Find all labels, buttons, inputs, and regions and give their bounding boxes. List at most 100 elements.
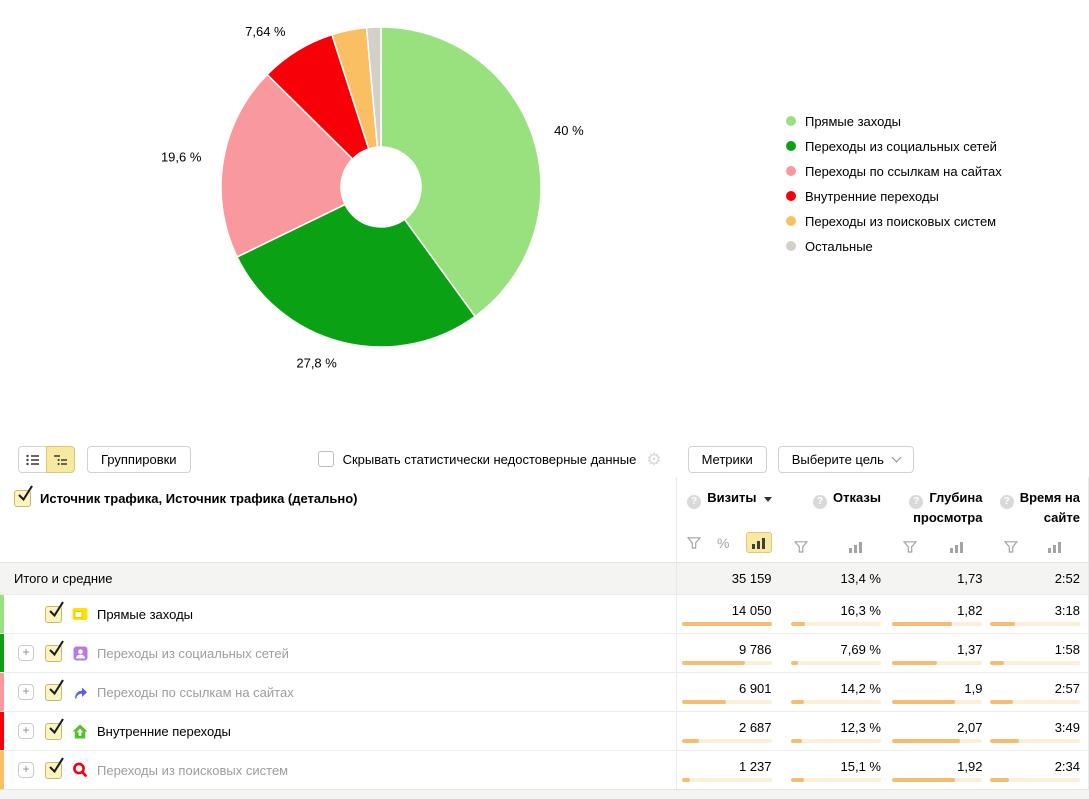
row-label[interactable]: Переходы по ссылкам на сайтах <box>97 684 294 700</box>
cell-bounces: 15,1 % <box>840 759 881 774</box>
pie-slice-label: 27,8 % <box>296 356 337 371</box>
cell-visits: 6 901 <box>738 681 772 696</box>
legend-label: Внутренние переходы <box>805 188 939 204</box>
legend-item[interactable]: Внутренние переходы <box>786 188 1002 204</box>
help-icon[interactable]: ? <box>813 495 828 509</box>
pie-slice[interactable] <box>365 26 382 148</box>
metric-bar <box>681 739 772 743</box>
bar-chart-icon[interactable] <box>1048 541 1061 553</box>
chevron-down-icon <box>891 452 902 463</box>
gear-icon[interactable]: ⚙ <box>646 450 662 469</box>
cell-time: 3:18 <box>1054 603 1080 618</box>
metric-bar <box>892 700 983 704</box>
column-title-visits[interactable]: ? Визиты <box>677 489 772 509</box>
column-title-depth[interactable]: ? Глубина просмотра <box>881 489 982 526</box>
bar-chart-icon[interactable] <box>848 541 862 553</box>
legend-dot <box>786 241 796 251</box>
filter-funnel-icon[interactable] <box>793 541 808 553</box>
expand-button[interactable]: + <box>18 684 34 700</box>
column-title-time[interactable]: ? Время на сайте <box>982 489 1080 526</box>
tree-view-button[interactable] <box>46 446 75 473</box>
help-icon[interactable]: ? <box>999 495 1014 509</box>
row-color-bar <box>0 712 4 750</box>
pie-slice[interactable] <box>380 26 542 318</box>
legend-item[interactable]: Переходы из социальных сетей <box>786 138 1002 154</box>
help-icon[interactable]: ? <box>687 495 702 509</box>
bar-chart-icon[interactable] <box>950 541 964 553</box>
dimension-header-cell: Источник трафика, Источник трафика (дета… <box>0 477 676 562</box>
filter-funnel-icon[interactable] <box>902 541 917 553</box>
tree-view-icon <box>54 454 67 465</box>
row-color-bar <box>0 634 4 672</box>
filter-funnel-icon[interactable] <box>687 536 701 549</box>
column-header-bounces: ? Отказы <box>772 477 881 562</box>
pie-slice[interactable] <box>236 203 477 348</box>
external-link-arrow-icon <box>72 684 88 700</box>
hide-unreliable-toggle[interactable]: Скрывать статистически недостоверные дан… <box>317 451 636 467</box>
pie-slice[interactable] <box>220 73 354 258</box>
social-person-icon <box>72 645 88 661</box>
column-header-time: ? Время на сайте <box>982 477 1080 562</box>
help-icon[interactable]: ? <box>909 495 924 509</box>
cell-depth: 2,07 <box>957 720 983 735</box>
expand-button[interactable]: + <box>18 723 34 739</box>
column-title-bounces[interactable]: ? Отказы <box>772 489 881 509</box>
column-header-visits: ? Визиты % <box>677 477 772 562</box>
metrics-button[interactable]: Метрики <box>687 446 767 473</box>
legend-dot <box>786 141 796 151</box>
metric-bar <box>681 622 772 626</box>
table-row-internal: + Внутренние переходы 2 687 12,3 % 2,07 … <box>0 711 1089 750</box>
table-row-social: + Переходы из социальных сетей 9 786 7,6… <box>0 633 1089 672</box>
metric-bar <box>990 622 1080 626</box>
cell-visits: 9 786 <box>738 642 772 657</box>
percent-icon[interactable]: % <box>717 534 730 551</box>
legend-item[interactable]: Переходы по ссылкам на сайтах <box>786 163 1002 179</box>
internal-home-icon <box>72 723 88 739</box>
filter-funnel-icon[interactable] <box>1004 541 1019 553</box>
table-row-links: + Переходы по ссылкам на сайтах 6 901 14… <box>0 672 1089 711</box>
legend-label: Переходы по ссылкам на сайтах <box>805 163 1002 179</box>
legend-item[interactable]: Остальные <box>786 239 1002 254</box>
row-label[interactable]: Прямые заходы <box>97 606 194 622</box>
select-all-checkbox[interactable] <box>14 485 33 507</box>
list-view-button[interactable] <box>18 446 47 473</box>
legend-item[interactable]: Прямые заходы <box>786 114 1002 129</box>
metric-bar <box>892 661 983 665</box>
row-checkbox[interactable] <box>45 756 64 779</box>
cell-time: 3:49 <box>1054 720 1080 735</box>
hide-unreliable-checkbox[interactable] <box>317 451 334 467</box>
dimension-header-title: Источник трафика, Источник трафика (дета… <box>40 491 358 506</box>
metric-bar <box>990 661 1080 665</box>
metric-bar <box>681 661 772 665</box>
row-checkbox[interactable] <box>45 678 64 701</box>
bar-chart-icon-active[interactable] <box>745 532 772 553</box>
traffic-sources-donut-chart[interactable]: 40 % 27,8 % 19,6 % 7,64 % <box>0 0 740 441</box>
row-label[interactable]: Внутренние переходы <box>97 723 231 739</box>
row-label[interactable]: Переходы из поисковых систем <box>97 762 289 778</box>
groupings-button[interactable]: Группировки <box>87 446 191 473</box>
legend-label: Переходы из социальных сетей <box>805 138 997 154</box>
goal-select-label: Выберите цель <box>791 452 884 467</box>
row-color-bar <box>0 673 4 711</box>
pie-slice-label: 40 % <box>554 123 584 138</box>
row-checkbox[interactable] <box>45 600 64 623</box>
cell-depth: 1,37 <box>957 642 983 657</box>
expand-button[interactable]: + <box>18 762 34 778</box>
expand-button[interactable]: + <box>18 645 34 661</box>
totals-row: Итого и средние 35 159 13,4 % 1,73 2:52 <box>0 563 1089 594</box>
metric-bar <box>790 778 881 782</box>
row-checkbox[interactable] <box>45 639 64 662</box>
row-checkbox[interactable] <box>45 717 64 740</box>
totals-time: 2:52 <box>1054 571 1080 586</box>
sort-direction-icon <box>763 497 772 502</box>
cell-time: 1:58 <box>1054 642 1080 657</box>
row-label[interactable]: Переходы из социальных сетей <box>97 645 289 661</box>
metric-bar <box>681 778 772 782</box>
legend-label: Переходы из поисковых систем <box>805 213 997 229</box>
goal-select-button[interactable]: Выберите цель <box>777 446 914 473</box>
totals-visits: 35 159 <box>731 571 772 586</box>
cell-visits: 1 237 <box>738 759 772 774</box>
next-row-edge <box>0 789 1089 799</box>
legend-item[interactable]: Переходы из поисковых систем <box>786 213 1002 229</box>
